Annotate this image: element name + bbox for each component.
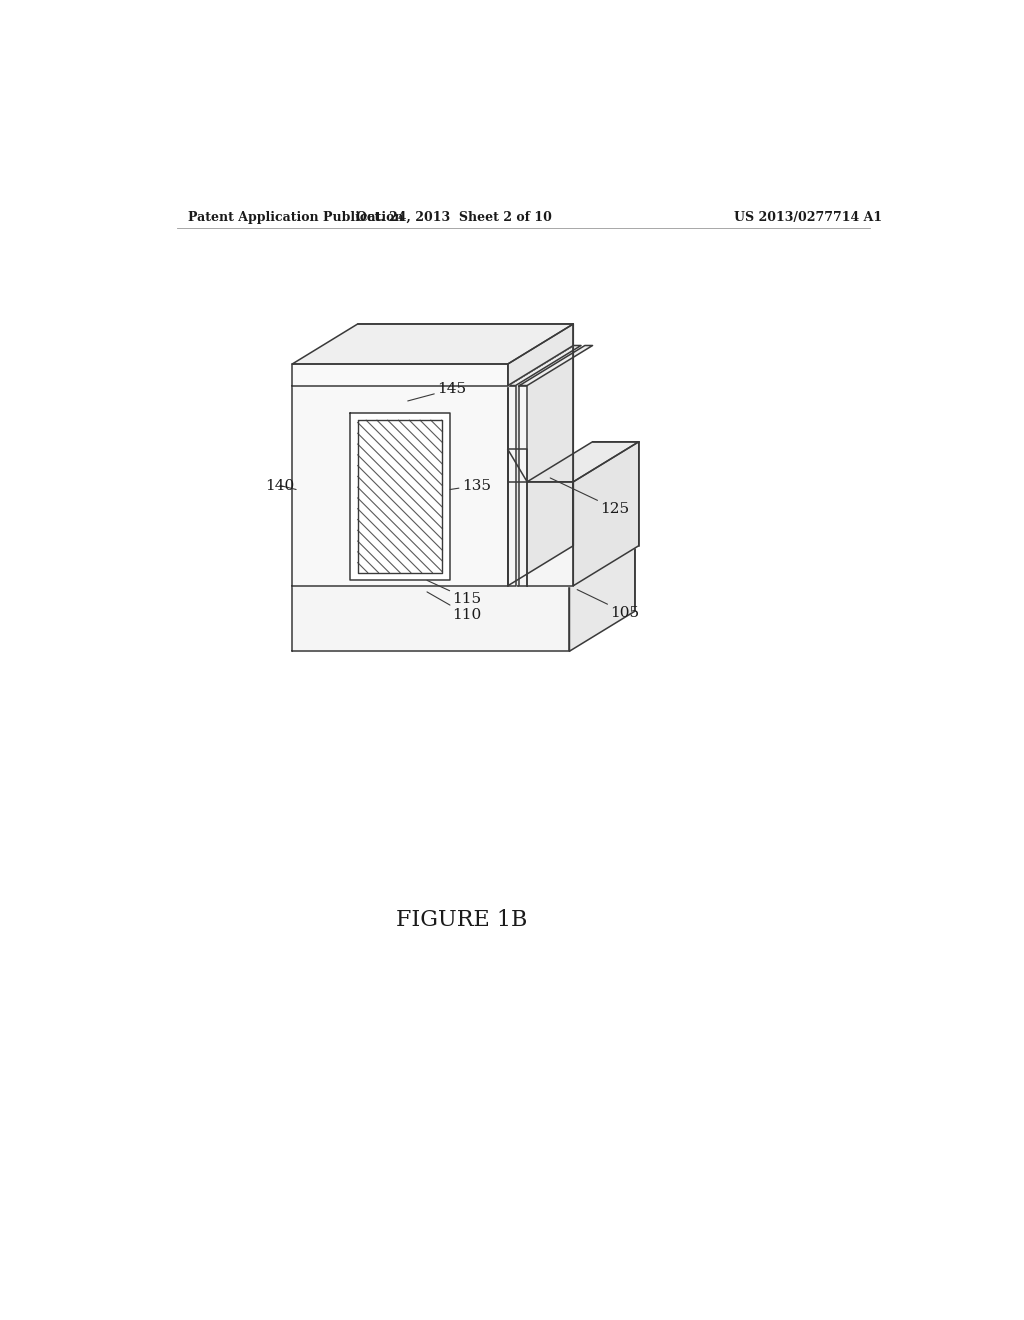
Text: Patent Application Publication: Patent Application Publication <box>188 211 403 224</box>
Polygon shape <box>527 442 639 482</box>
Polygon shape <box>508 346 581 385</box>
Polygon shape <box>573 442 639 586</box>
Text: FIGURE 1B: FIGURE 1B <box>396 909 527 931</box>
Text: 105: 105 <box>578 590 639 619</box>
Polygon shape <box>527 482 573 586</box>
Text: US 2013/0277714 A1: US 2013/0277714 A1 <box>734 211 883 224</box>
Text: Oct. 24, 2013  Sheet 2 of 10: Oct. 24, 2013 Sheet 2 of 10 <box>356 211 552 224</box>
Text: 115: 115 <box>427 581 481 606</box>
Polygon shape <box>292 364 508 385</box>
Polygon shape <box>292 385 508 586</box>
Polygon shape <box>292 586 569 651</box>
Text: 125: 125 <box>550 478 630 516</box>
Polygon shape <box>519 385 527 586</box>
Text: 140: 140 <box>265 479 296 492</box>
Text: 110: 110 <box>427 591 481 622</box>
Polygon shape <box>292 545 635 586</box>
Polygon shape <box>508 449 527 482</box>
Polygon shape <box>508 323 573 385</box>
Polygon shape <box>519 346 593 385</box>
Polygon shape <box>508 385 515 586</box>
Polygon shape <box>508 346 573 586</box>
Text: 135: 135 <box>451 479 490 492</box>
Polygon shape <box>292 323 573 364</box>
Polygon shape <box>569 545 635 651</box>
Polygon shape <box>350 412 451 581</box>
Text: 145: 145 <box>408 383 466 401</box>
Polygon shape <box>357 420 442 573</box>
Polygon shape <box>292 346 573 385</box>
